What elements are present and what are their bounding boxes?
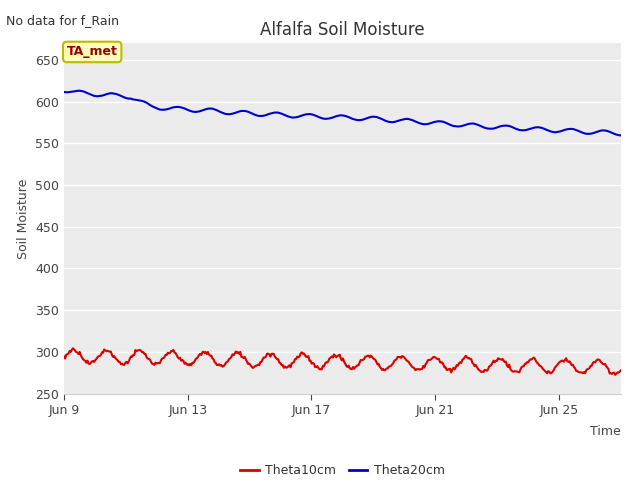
Text: No data for f_Rain: No data for f_Rain [6,14,120,27]
Y-axis label: Soil Moisture: Soil Moisture [17,178,29,259]
Text: TA_met: TA_met [67,46,118,59]
Title: Alfalfa Soil Moisture: Alfalfa Soil Moisture [260,21,425,39]
Legend: Theta10cm, Theta20cm: Theta10cm, Theta20cm [235,459,450,480]
Text: Time: Time [590,425,621,438]
